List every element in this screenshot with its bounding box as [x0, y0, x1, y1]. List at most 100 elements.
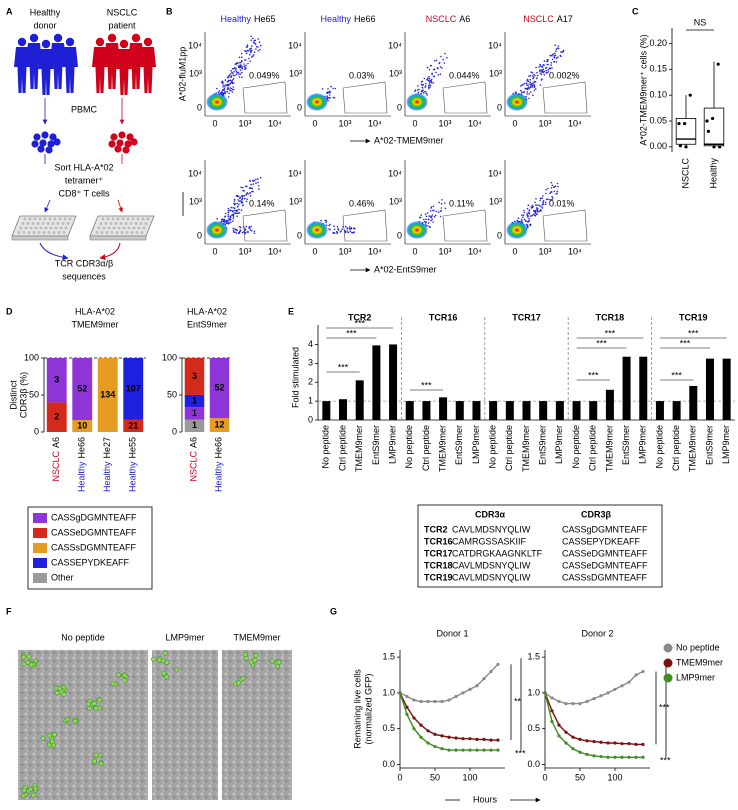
event-dot [432, 75, 435, 77]
event-dot [224, 92, 226, 95]
axis-tick-label: 10⁴ [188, 40, 202, 50]
arrow [39, 242, 69, 261]
density-core [206, 221, 228, 239]
event-dot [526, 213, 528, 215]
axis-tick-label: 0 [212, 118, 217, 128]
series-point [634, 742, 638, 747]
event-dot [526, 91, 529, 93]
event-dot [553, 186, 555, 188]
event-dot [532, 205, 534, 208]
event-dot [219, 92, 222, 94]
event-dot [429, 210, 432, 212]
event-dot [250, 56, 253, 58]
event-dot [227, 215, 230, 218]
event-dot [428, 75, 430, 78]
event-dot [531, 86, 533, 88]
axis-label: A*02-TMEM9mer [374, 135, 444, 145]
legend-label: CASSgDGMNTEAFF [51, 512, 137, 522]
event-dot [234, 74, 236, 77]
gfp-cell [21, 654, 27, 660]
event-dot [232, 229, 235, 232]
event-dot [238, 212, 241, 214]
axis-tick-label: 10³ [389, 68, 402, 78]
gfp-cell [49, 739, 55, 745]
event-dot [539, 63, 541, 66]
bar-segment [184, 394, 205, 408]
plate-well [31, 222, 35, 225]
event-dot [328, 224, 330, 227]
bar [322, 401, 331, 420]
significance-label: *** [596, 338, 607, 348]
event-dot [529, 215, 532, 217]
event-dot [235, 232, 238, 234]
gfp-cell [28, 662, 34, 668]
event-dot [529, 224, 531, 226]
event-dot [539, 84, 542, 86]
event-dot [428, 78, 431, 80]
gfp-cell [47, 733, 53, 739]
event-dot [239, 200, 241, 202]
event-dot [257, 181, 259, 184]
plate-well [109, 222, 113, 225]
event-dot [524, 219, 527, 222]
y-tick-label: 0.10 [649, 90, 667, 100]
event-dot [527, 215, 529, 217]
plate-well [144, 222, 148, 225]
bar-segment [46, 402, 67, 432]
event-dot [533, 213, 535, 215]
x-tick-label: Ctrl peptide [504, 425, 514, 471]
axis-label: A*02-EntS9mer [374, 264, 437, 274]
series-point [440, 699, 444, 704]
point [688, 93, 692, 97]
event-dot [536, 204, 538, 207]
event-dot [535, 66, 537, 69]
plate-well [37, 231, 41, 234]
gfp-cell [30, 792, 36, 798]
axis-tick-label: 10⁴ [188, 168, 202, 178]
series-point [599, 754, 603, 759]
axis-tick-label: 10⁴ [268, 118, 282, 128]
axis-tick-label: 10⁴ [268, 246, 282, 256]
y-tick-label: 0.0 [382, 759, 395, 769]
category-id: He66 [214, 437, 224, 459]
cell-icon [108, 140, 116, 148]
event-dot [444, 207, 447, 210]
bar-segment [123, 358, 144, 420]
event-dot [250, 51, 252, 54]
series-point [482, 737, 486, 741]
series-point [489, 748, 493, 752]
category-id: He55 [128, 437, 138, 459]
gfp-cell [240, 675, 246, 681]
event-dot [239, 197, 241, 199]
event-dot [232, 216, 235, 218]
event-dot [254, 43, 257, 45]
event-dot [234, 203, 237, 205]
event-dot [336, 231, 338, 233]
legend-marker [663, 643, 673, 653]
series-point [405, 694, 409, 699]
event-dot [241, 194, 244, 197]
gfp-cell [91, 758, 97, 764]
bar-segment [184, 357, 205, 395]
event-dot [249, 60, 251, 63]
bar [505, 401, 514, 420]
event-dot [245, 231, 247, 234]
category-group: NSCLC [189, 451, 199, 482]
event-dot [531, 84, 534, 87]
event-dot [521, 214, 523, 216]
bar-segment [123, 419, 144, 432]
event-dot [430, 219, 432, 222]
event-dot [224, 86, 226, 88]
event-dot [430, 81, 433, 84]
event-dot [334, 87, 337, 90]
plate-well [49, 226, 53, 230]
event-dot [223, 218, 226, 221]
event-dot [222, 86, 224, 88]
density-core [306, 93, 328, 111]
x-tick-label: 0 [397, 772, 402, 782]
event-dot [424, 90, 427, 93]
event-dot [235, 73, 238, 76]
panel-label: D [6, 306, 13, 316]
event-dot [426, 78, 428, 81]
plate-well [106, 217, 110, 221]
